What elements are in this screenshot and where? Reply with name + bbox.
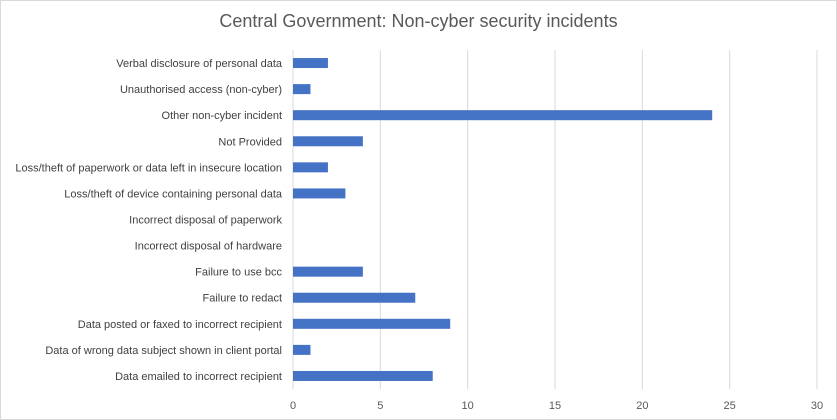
x-tick-label-10: 10 — [462, 400, 474, 412]
bar — [293, 110, 713, 121]
category-label: Incorrect disposal of paperwork — [129, 215, 282, 227]
category-label: Loss/theft of paperwork or data left in … — [15, 162, 282, 174]
category-labels: Verbal disclosure of personal data Unauth… — [15, 58, 282, 383]
bar — [293, 162, 328, 173]
category-label: Data of wrong data subject shown in clie… — [45, 345, 282, 357]
category-label: Other non-cyber incident — [162, 110, 282, 122]
bar — [293, 58, 328, 69]
bar — [293, 136, 363, 147]
bar — [293, 318, 451, 329]
x-tick-label-20: 20 — [636, 400, 648, 412]
bar — [293, 188, 346, 199]
gridlines — [292, 50, 818, 389]
chart-title: Central Government: Non-cyber security i… — [219, 11, 618, 31]
category-label: Data emailed to incorrect recipient — [115, 371, 282, 383]
category-label: Not Provided — [218, 136, 282, 148]
category-label: Verbal disclosure of personal data — [116, 58, 283, 70]
x-tick-label-5: 5 — [377, 400, 383, 412]
bar — [293, 344, 311, 355]
category-label: Failure to use bcc — [195, 267, 282, 279]
bar — [293, 292, 416, 303]
bar — [293, 370, 433, 381]
x-tick-label-0: 0 — [290, 400, 296, 412]
category-label: Failure to redact — [203, 293, 282, 305]
x-tick-label-25: 25 — [724, 400, 736, 412]
bar — [293, 266, 363, 277]
x-tick-label-30: 30 — [811, 400, 823, 412]
bar — [293, 84, 311, 95]
category-label: Unauthorised access (non-cyber) — [120, 84, 282, 96]
category-label: Incorrect disposal of hardware — [135, 241, 282, 253]
x-tick-labels: 0 5 10 15 20 25 30 — [290, 400, 823, 412]
x-tick-label-15: 15 — [549, 400, 561, 412]
category-label: Loss/theft of device containing personal… — [64, 188, 283, 200]
bars — [293, 58, 713, 381]
category-label: Data posted or faxed to incorrect recipi… — [78, 319, 282, 331]
